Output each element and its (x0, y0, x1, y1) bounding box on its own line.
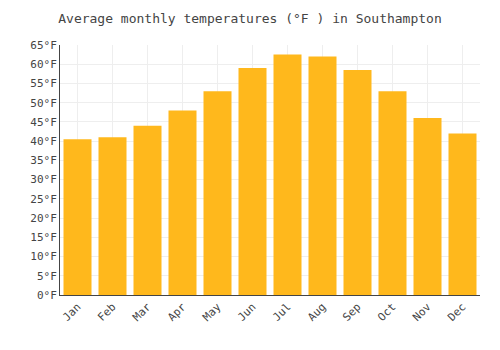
svg-text:60°F: 60°F (30, 58, 57, 71)
svg-text:35°F: 35°F (30, 154, 57, 167)
svg-text:5°F: 5°F (37, 270, 57, 283)
svg-text:Apr: Apr (165, 300, 189, 324)
svg-text:30°F: 30°F (30, 173, 57, 186)
svg-text:Aug: Aug (305, 301, 328, 324)
svg-text:25°F: 25°F (30, 193, 57, 206)
svg-text:20°F: 20°F (30, 212, 57, 225)
svg-text:0°F: 0°F (37, 289, 57, 302)
svg-text:Dec: Dec (445, 301, 468, 324)
svg-text:Jun: Jun (235, 301, 258, 324)
svg-text:Jan: Jan (60, 301, 83, 324)
svg-text:10°F: 10°F (30, 250, 57, 263)
svg-text:Average monthly temperatures (: Average monthly temperatures (°F ) in So… (58, 11, 442, 26)
svg-text:65°F: 65°F (30, 39, 57, 52)
svg-text:55°F: 55°F (30, 77, 57, 90)
svg-text:15°F: 15°F (30, 231, 57, 244)
svg-text:Nov: Nov (410, 300, 434, 324)
svg-text:Mar: Mar (130, 300, 154, 324)
svg-text:50°F: 50°F (30, 97, 57, 110)
svg-text:Sep: Sep (340, 301, 363, 324)
svg-text:Jul: Jul (270, 301, 293, 324)
svg-text:45°F: 45°F (30, 116, 57, 129)
svg-text:Oct: Oct (375, 301, 398, 324)
svg-text:Feb: Feb (95, 301, 118, 324)
svg-text:May: May (200, 300, 224, 324)
svg-text:40°F: 40°F (30, 135, 57, 148)
